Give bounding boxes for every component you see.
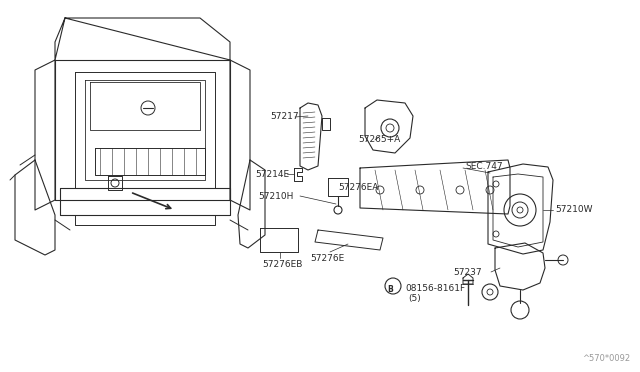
Text: 57276E: 57276E [310, 254, 344, 263]
Text: 57210W: 57210W [555, 205, 593, 214]
Text: ^570*0092: ^570*0092 [582, 354, 630, 363]
Text: 57210H: 57210H [258, 192, 293, 201]
Text: 57276EA: 57276EA [338, 183, 378, 192]
Text: SEC.747: SEC.747 [465, 162, 502, 171]
Text: B: B [387, 285, 393, 295]
Text: 57237: 57237 [453, 268, 482, 277]
Text: 57217: 57217 [270, 112, 299, 121]
Text: 57276EB: 57276EB [262, 260, 302, 269]
Text: 08156-8161F: 08156-8161F [405, 284, 465, 293]
Text: 57265+A: 57265+A [358, 135, 400, 144]
Text: 57214E: 57214E [255, 170, 289, 179]
Text: (5): (5) [408, 294, 420, 303]
